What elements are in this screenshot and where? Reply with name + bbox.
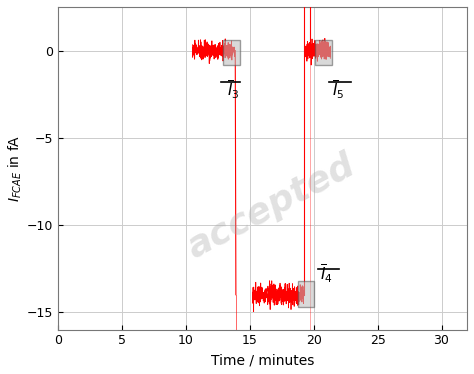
X-axis label: Time / minutes: Time / minutes	[211, 353, 314, 367]
Text: $\overline{I}_3$: $\overline{I}_3$	[227, 78, 239, 101]
FancyBboxPatch shape	[223, 40, 240, 64]
FancyBboxPatch shape	[299, 281, 314, 307]
Y-axis label: $I_{FCAE}$ in fA: $I_{FCAE}$ in fA	[7, 135, 24, 202]
Text: $\overline{I}_5$: $\overline{I}_5$	[332, 78, 344, 101]
Text: $\overline{I}_4$: $\overline{I}_4$	[320, 263, 333, 285]
Text: accepted: accepted	[181, 148, 361, 266]
FancyBboxPatch shape	[315, 40, 332, 64]
